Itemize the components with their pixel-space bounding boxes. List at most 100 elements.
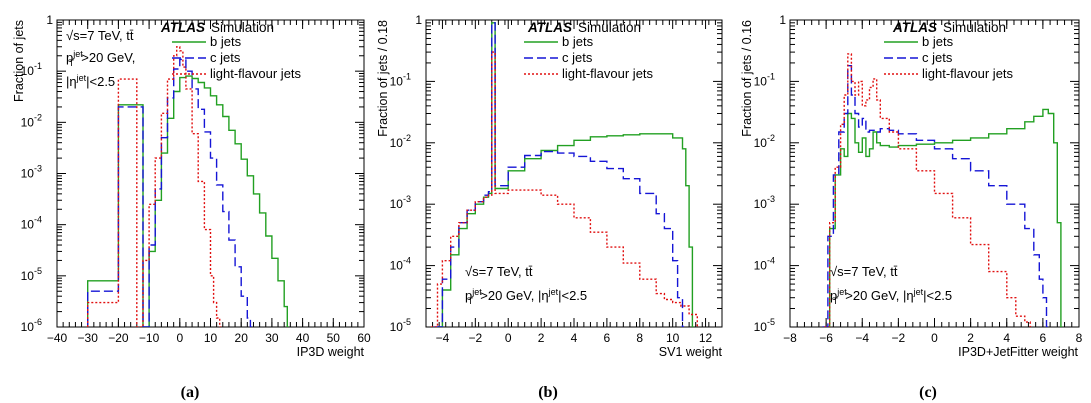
- x-axis: −4 −2 0 2 4 6 8 10 12: [425, 20, 723, 345]
- x-tick-label: −30: [78, 331, 99, 345]
- legend-label: b jets: [562, 34, 594, 49]
- x-tick-label: 6: [1040, 331, 1047, 345]
- y-tick-label: 1: [46, 13, 53, 27]
- panel-a: 10-610-510-410-310-210-11 −40 −30 −20 −10 0 1…: [12, 13, 371, 401]
- x-tick-label: 0: [931, 331, 938, 345]
- x-tick-label: −6: [819, 331, 833, 345]
- atlas-label: ATLAS: [527, 20, 572, 35]
- series-group: [822, 53, 1063, 327]
- x-tick-label: 0: [176, 331, 183, 345]
- simulation-label: Simulation: [578, 20, 641, 35]
- series-line-c-jets: [434, 22, 684, 327]
- y-tick-label: 10-4: [754, 256, 775, 273]
- x-tick-label: 8: [1076, 331, 1083, 345]
- y-axis-title: Fraction of jets / 0.18: [376, 20, 390, 137]
- y-tick-label: 10-2: [21, 112, 42, 129]
- atlas-label: ATLAS: [160, 20, 205, 35]
- atlas-label: ATLAS: [892, 20, 937, 35]
- x-tick-label: 40: [296, 331, 310, 345]
- series-line-c-jets: [87, 58, 252, 327]
- panel-label: (b): [538, 384, 558, 401]
- y-tick-label: 10-2: [754, 133, 775, 150]
- info-line: pjet T >20 GeV, |ηjet|<2.5: [830, 287, 952, 306]
- panel-b: 10-5 10-4 10-3 10-2 10-1 1 −4 −2 0 2 4 6 8 10 12 Frac…: [376, 13, 723, 401]
- x-axis: −40 −30 −20 −10 0 10 20 30 40 50 60: [47, 20, 371, 345]
- series-line-c-jets: [822, 65, 1048, 327]
- x-axis: −8 −6 −4 −2 0 2 4 6 8: [783, 20, 1083, 345]
- y-tick-label: 10-6: [21, 317, 42, 334]
- x-tick-label: −40: [47, 331, 68, 345]
- x-tick-label: 2: [538, 331, 545, 345]
- x-tick-label: −4: [855, 331, 869, 345]
- info-line: √s=7 TeV, tt̄: [465, 264, 533, 279]
- y-tick-label: 10-3: [390, 194, 411, 211]
- x-tick-label: −8: [783, 331, 797, 345]
- simulation-label: Simulation: [943, 20, 1006, 35]
- x-axis-title: IP3D+JetFitter weight: [958, 345, 1078, 359]
- series-group: [430, 22, 699, 327]
- y-tick-label: 10-3: [21, 164, 42, 181]
- x-tick-label: 8: [636, 331, 643, 345]
- y-tick-label: 1: [779, 13, 786, 27]
- legend-label: light-flavour jets: [922, 66, 1014, 81]
- legend-label: b jets: [210, 34, 242, 49]
- y-tick-label: 10-1: [754, 71, 775, 88]
- x-tick-label: 4: [1003, 331, 1010, 345]
- x-tick-label: 6: [604, 331, 611, 345]
- x-tick-label: 2: [967, 331, 974, 345]
- x-tick-label: 4: [571, 331, 578, 345]
- y-axis-title: Fraction of jets / 0.16: [740, 20, 754, 137]
- x-tick-label: −10: [139, 331, 160, 345]
- info-line: pjet T >20 GeV, |ηjet|<2.5: [465, 287, 587, 306]
- series-line-light-flavour-jets: [430, 51, 699, 327]
- x-tick-label: 60: [357, 331, 371, 345]
- series-line-light-flavour-jets: [824, 53, 1032, 327]
- series-line-b-jets: [826, 108, 1063, 327]
- x-tick-label: −2: [468, 331, 482, 345]
- x-tick-label: 10: [666, 331, 680, 345]
- y-axis: 10-5 10-4 10-3 10-2 10-1 1: [390, 13, 722, 334]
- info-line: |ηjet|<2.5: [66, 73, 115, 89]
- y-axis-title: Fraction of jets: [12, 20, 26, 102]
- x-tick-label: 20: [235, 331, 249, 345]
- panel-label: (c): [919, 384, 937, 401]
- x-tick-label: −4: [436, 331, 450, 345]
- x-tick-label: 0: [505, 331, 512, 345]
- y-tick-label: 10-2: [390, 133, 411, 150]
- legend-label: light-flavour jets: [210, 66, 302, 81]
- info-line: √s=7 TeV, tt̄: [830, 264, 898, 279]
- y-tick-label: 10-1: [390, 71, 411, 88]
- y-tick-label: 10-3: [754, 194, 775, 211]
- panel-label: (a): [181, 384, 200, 401]
- series-line-light-flavour-jets: [87, 46, 222, 327]
- x-axis-title: IP3D weight: [297, 345, 365, 359]
- y-tick-label: 1: [415, 13, 422, 27]
- panel-c: 10-5 10-4 10-3 10-2 10-1 1 −8 −6 −4 −2 0 2 4 6 8 Frac…: [740, 13, 1083, 401]
- x-axis-title: SV1 weight: [659, 345, 723, 359]
- legend-label: c jets: [922, 50, 953, 65]
- series-group: [87, 46, 289, 327]
- y-tick-label: 10-4: [21, 215, 42, 232]
- y-tick-label: 10-4: [390, 256, 411, 273]
- y-tick-label: 10-5: [390, 317, 411, 334]
- x-tick-label: −20: [108, 331, 129, 345]
- y-axis: 10-5 10-4 10-3 10-2 10-1 1: [754, 13, 1079, 334]
- legend-label: light-flavour jets: [562, 66, 654, 81]
- info-line: √s=7 TeV, tt̄: [66, 28, 134, 43]
- x-tick-label: −2: [892, 331, 906, 345]
- simulation-label: Simulation: [211, 20, 274, 35]
- x-tick-label: 30: [265, 331, 279, 345]
- x-tick-label: 50: [327, 331, 341, 345]
- x-tick-label: 12: [699, 331, 713, 345]
- legend-label: b jets: [922, 34, 954, 49]
- y-tick-label: 10-5: [754, 317, 775, 334]
- info-line: pjet T >20 GeV,: [66, 49, 135, 68]
- legend-label: c jets: [562, 50, 593, 65]
- legend-label: c jets: [210, 50, 241, 65]
- x-tick-label: 10: [204, 331, 218, 345]
- y-tick-label: 10-5: [21, 266, 42, 283]
